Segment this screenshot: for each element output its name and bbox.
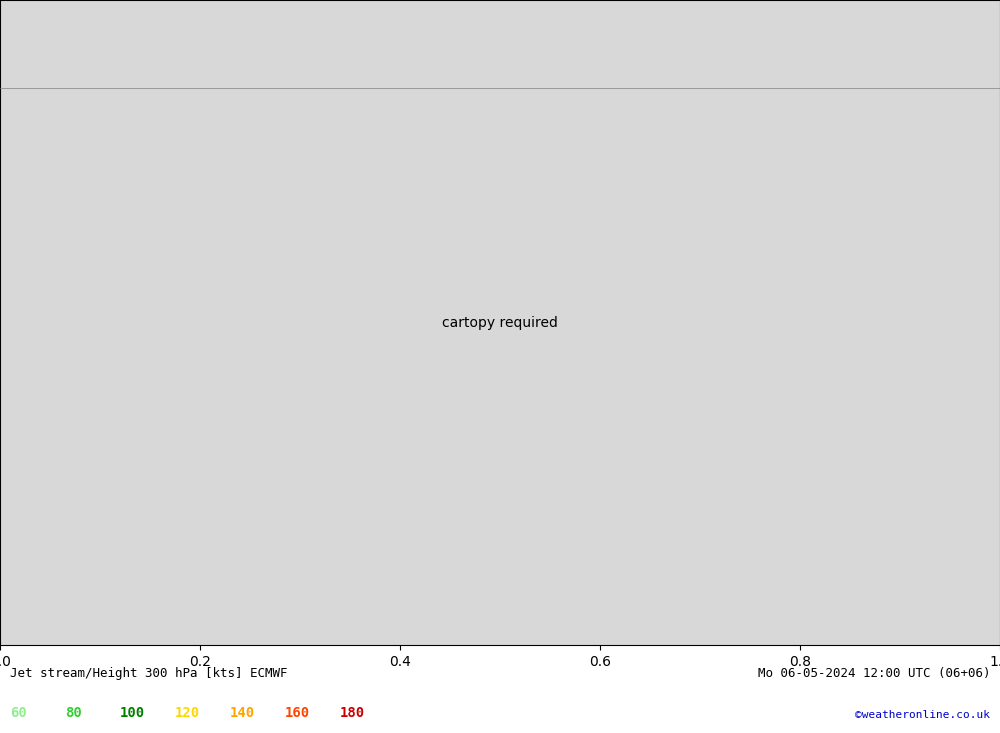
- Text: 180: 180: [340, 706, 365, 720]
- Text: 80: 80: [65, 706, 82, 720]
- Text: Mo 06-05-2024 12:00 UTC (06+06): Mo 06-05-2024 12:00 UTC (06+06): [758, 667, 990, 680]
- Text: 60: 60: [10, 706, 27, 720]
- Text: cartopy required: cartopy required: [442, 315, 558, 330]
- Text: 120: 120: [175, 706, 200, 720]
- Text: 160: 160: [285, 706, 310, 720]
- Text: 100: 100: [120, 706, 145, 720]
- Text: 140: 140: [230, 706, 255, 720]
- Text: Jet stream/Height 300 hPa [kts] ECMWF: Jet stream/Height 300 hPa [kts] ECMWF: [10, 667, 288, 680]
- Text: ©weatheronline.co.uk: ©weatheronline.co.uk: [855, 710, 990, 720]
